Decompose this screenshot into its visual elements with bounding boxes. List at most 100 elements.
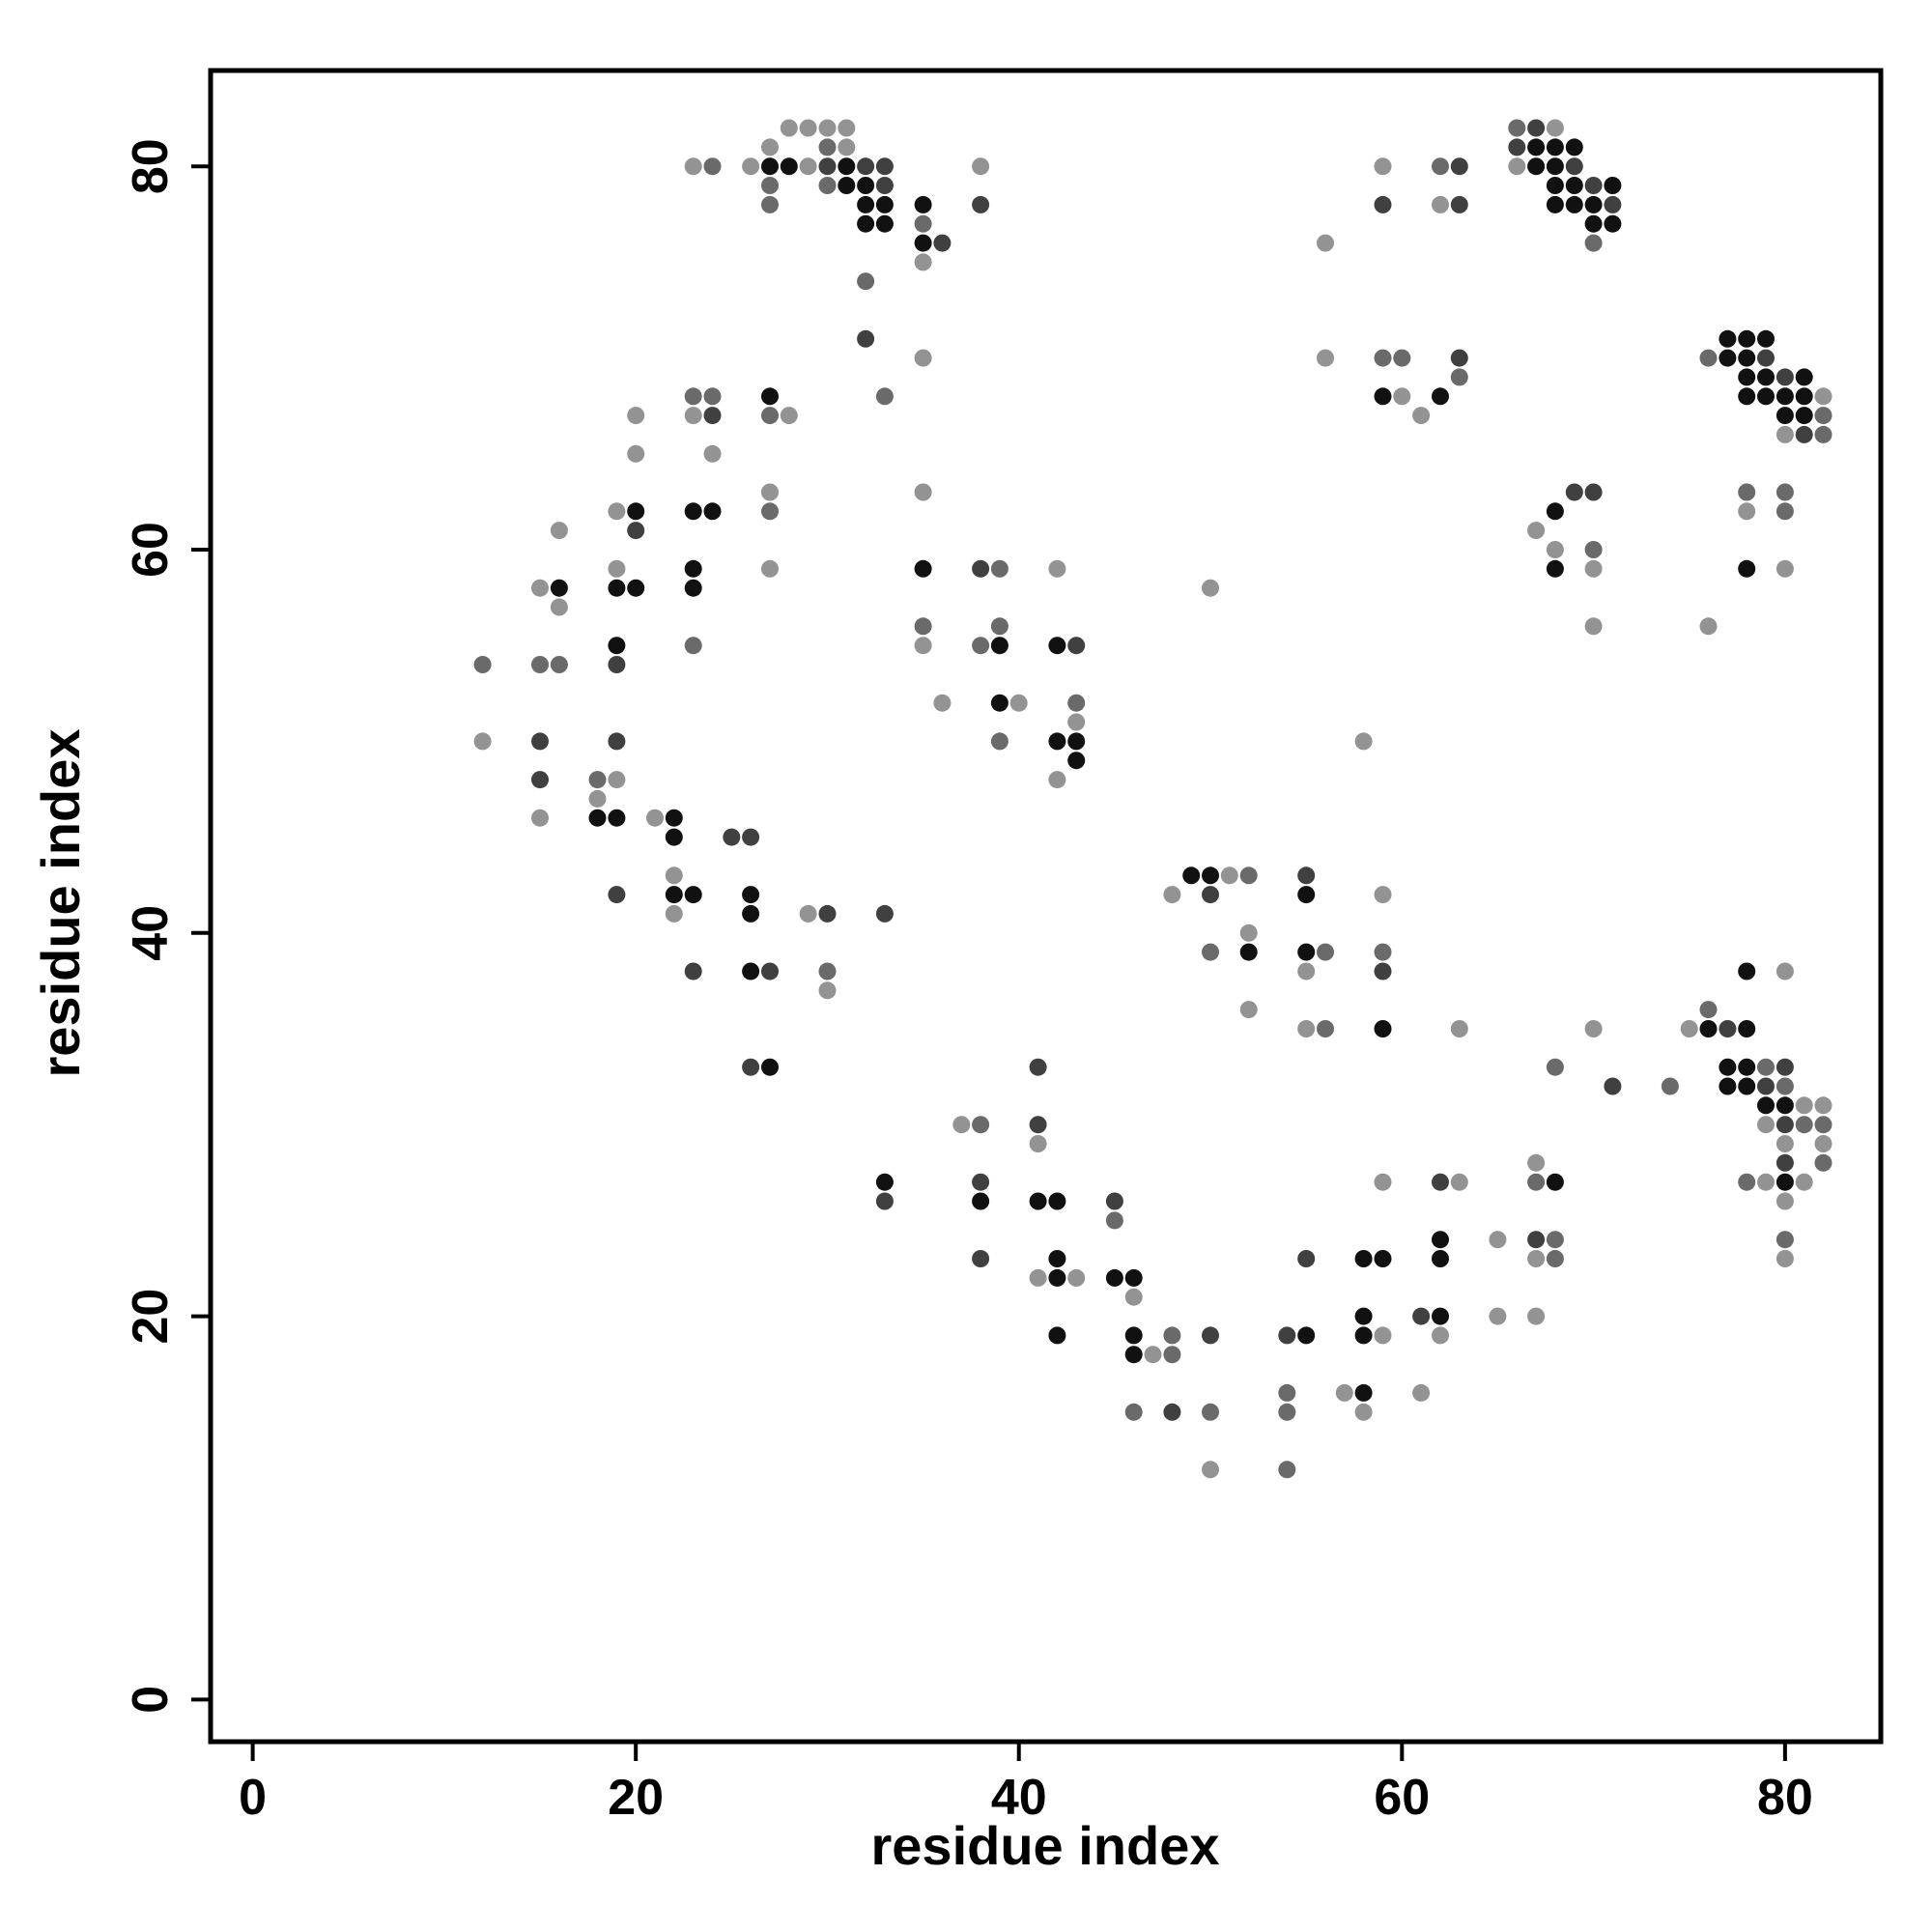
data-point	[608, 656, 626, 673]
data-point	[1584, 541, 1603, 558]
data-point	[1738, 1020, 1756, 1037]
data-point	[972, 1192, 990, 1210]
data-point	[703, 387, 722, 406]
data-point	[531, 656, 549, 673]
data-point	[1546, 157, 1564, 176]
data-point	[1029, 1116, 1047, 1134]
data-point	[761, 387, 779, 406]
data-point	[1354, 1307, 1373, 1325]
data-point	[857, 157, 875, 176]
data-point	[1795, 387, 1813, 406]
data-point	[1124, 1346, 1143, 1364]
data-point	[1757, 1116, 1775, 1134]
data-point	[875, 177, 894, 194]
y-tick-label: 60	[123, 522, 179, 578]
data-point	[799, 157, 817, 176]
data-point	[933, 694, 952, 712]
x-axis: 0 20 40 60 80	[239, 1742, 1813, 1826]
data-point	[1776, 407, 1794, 425]
y-tick-label: 20	[123, 1289, 179, 1345]
data-point	[972, 1250, 990, 1267]
data-point	[1776, 368, 1794, 386]
data-point	[588, 809, 607, 827]
data-point	[646, 809, 664, 827]
data-point	[1738, 349, 1756, 367]
data-point	[1795, 407, 1813, 425]
data-point	[1546, 1250, 1564, 1267]
data-point	[1105, 1268, 1123, 1287]
data-point	[990, 617, 1009, 636]
data-point	[1738, 559, 1756, 578]
y-tick-label: 80	[123, 138, 179, 194]
data-point	[1374, 1173, 1392, 1191]
data-point	[761, 483, 779, 501]
data-point	[914, 637, 932, 655]
data-point	[972, 1173, 990, 1191]
data-point	[627, 579, 645, 597]
data-point	[1738, 1173, 1756, 1191]
data-point	[1527, 1173, 1546, 1191]
data-point	[875, 195, 894, 213]
data-point	[1144, 1346, 1162, 1364]
data-point	[1814, 387, 1833, 406]
data-point	[742, 1058, 760, 1076]
data-point	[1776, 1173, 1794, 1191]
data-point	[665, 828, 683, 846]
data-point	[1546, 138, 1564, 156]
data-point	[1508, 157, 1526, 176]
data-point	[1757, 1058, 1775, 1076]
data-point	[990, 637, 1009, 655]
data-point	[1527, 157, 1546, 176]
data-point	[1432, 387, 1449, 406]
data-point	[780, 407, 798, 425]
data-point	[818, 177, 837, 194]
data-point	[857, 195, 875, 213]
data-point	[1776, 502, 1794, 521]
data-point	[1029, 1192, 1047, 1210]
data-point	[684, 502, 702, 521]
data-point	[1814, 407, 1833, 425]
data-point	[1432, 1307, 1449, 1325]
data-point	[1374, 1326, 1392, 1345]
data-point	[665, 809, 683, 827]
data-point	[1432, 1231, 1449, 1249]
data-point	[914, 214, 932, 233]
data-point	[1719, 1020, 1737, 1037]
data-point	[703, 502, 722, 521]
data-point	[1699, 1020, 1718, 1037]
data-point	[1776, 1153, 1794, 1172]
data-point	[1546, 502, 1564, 521]
data-point	[1105, 1211, 1123, 1230]
data-point	[1776, 387, 1794, 406]
data-point	[1584, 483, 1603, 501]
data-point	[875, 1173, 894, 1191]
data-point	[1335, 1383, 1353, 1402]
data-point	[1776, 559, 1794, 578]
data-point	[818, 157, 837, 176]
data-point	[1776, 962, 1794, 980]
data-point	[608, 637, 626, 655]
data-point	[608, 559, 626, 578]
data-point	[684, 962, 702, 980]
data-point	[1029, 1268, 1047, 1287]
data-point	[1776, 1116, 1794, 1134]
data-point	[1584, 214, 1603, 233]
data-point	[1009, 694, 1028, 712]
data-point	[473, 656, 492, 673]
data-point	[684, 637, 702, 655]
data-point	[1738, 387, 1756, 406]
data-point	[1412, 1307, 1431, 1325]
data-point	[875, 387, 894, 406]
data-point	[1527, 1153, 1546, 1172]
data-point	[1374, 943, 1392, 961]
data-point	[818, 119, 837, 137]
data-point	[627, 444, 645, 463]
data-point	[1048, 559, 1066, 578]
data-point	[684, 886, 702, 904]
data-point	[684, 407, 702, 425]
data-point	[1546, 177, 1564, 194]
data-point	[550, 656, 568, 673]
data-point	[1297, 1250, 1316, 1267]
data-point	[1048, 1326, 1066, 1345]
